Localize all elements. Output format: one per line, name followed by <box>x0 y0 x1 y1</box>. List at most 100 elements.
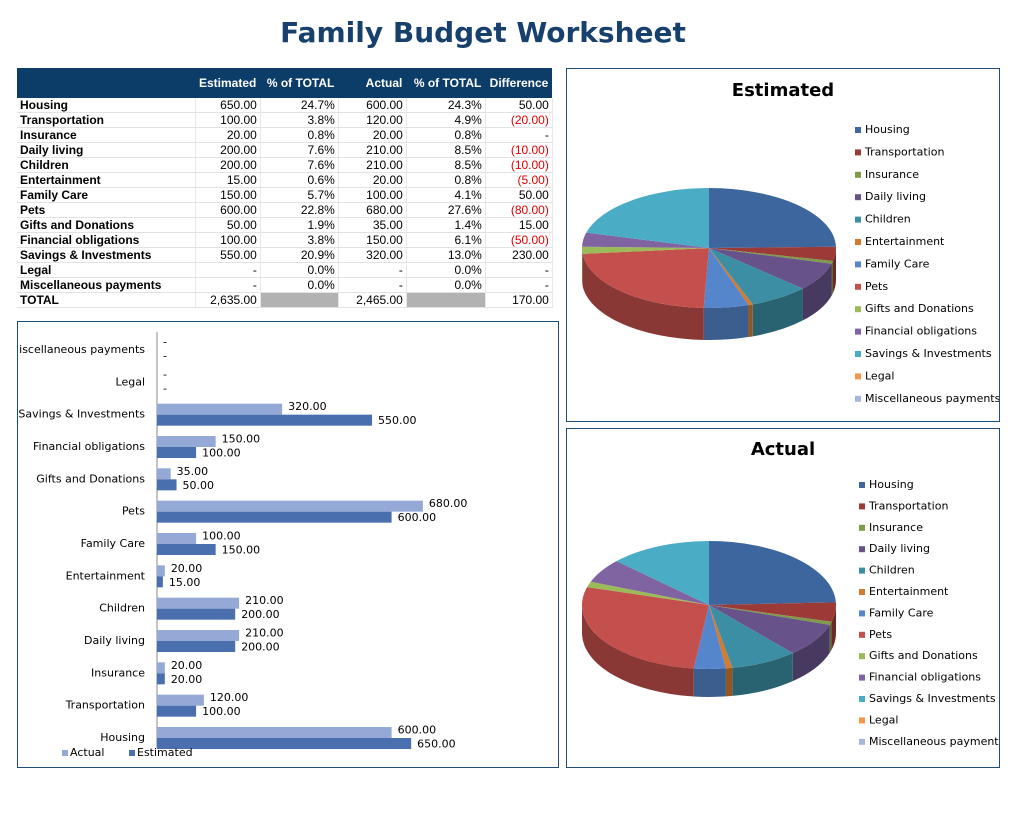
legend-swatch <box>859 738 865 745</box>
row-label: Transportation <box>17 112 196 128</box>
bar <box>157 436 216 447</box>
legend-label: Legal <box>865 369 894 382</box>
value-label: 50.00 <box>183 479 215 492</box>
slice-side <box>748 304 753 338</box>
cell: 3.8% <box>260 112 339 128</box>
category-label: Family Care <box>81 537 146 550</box>
cell: - <box>195 262 261 278</box>
cell: 210.00 <box>338 142 407 158</box>
pie-slice <box>590 561 709 605</box>
legend-label: Daily living <box>865 190 926 203</box>
row-label: Daily living <box>17 142 196 158</box>
value-label: 20.00 <box>171 673 203 686</box>
page-title: Family Budget Worksheet <box>280 16 686 49</box>
value-label: 100.00 <box>202 530 241 543</box>
legend-swatch <box>855 283 861 290</box>
chart-title: Estimated <box>732 80 834 101</box>
cell: 20.00 <box>338 172 407 188</box>
bar <box>157 511 392 523</box>
row-label: Entertainment <box>17 172 196 188</box>
value-label: 120.00 <box>210 691 249 704</box>
bar <box>157 447 197 458</box>
header-cell: % of TOTAL <box>406 68 486 98</box>
cell: (50.00) <box>485 232 553 248</box>
cell: 0.6% <box>260 172 339 188</box>
legend-swatch <box>855 239 861 245</box>
category-label: Daily living <box>84 634 145 647</box>
table-row: Daily living 200.00 7.6% 210.00 8.5% (10.00) <box>17 142 553 158</box>
category-label: Miscellaneous payments <box>17 343 145 356</box>
legend-label: Pets <box>869 628 892 641</box>
cell: (10.00) <box>485 142 553 158</box>
cell: 650.00 <box>195 98 261 113</box>
cell: 200.00 <box>195 142 261 158</box>
table-row: Financial obligations 100.00 3.8% 150.00 6.1… <box>17 232 553 248</box>
legend-swatch <box>855 306 861 313</box>
bar <box>157 500 423 512</box>
value-label: 210.00 <box>245 627 283 640</box>
pie-chart: Actual Housing Transportation Insurance Dail… <box>566 428 1000 768</box>
legend-swatch <box>855 171 861 178</box>
empty-cell <box>406 292 486 308</box>
legend-swatch <box>859 546 865 553</box>
cell: 0.0% <box>260 277 339 293</box>
cell: (20.00) <box>485 112 553 128</box>
bar <box>157 479 177 491</box>
pie-slice <box>709 248 803 305</box>
pie-slice <box>582 232 709 248</box>
cell: 15.00 <box>485 217 553 233</box>
value-label: - <box>163 350 167 363</box>
category-label: Gifts and Donations <box>36 472 145 485</box>
cell: 0.0% <box>406 277 486 293</box>
bar <box>157 705 197 717</box>
table-row: Miscellaneous payments -0.0% -0.0% - <box>17 277 553 293</box>
value-label: 15.00 <box>169 576 201 589</box>
cell: 120.00 <box>338 112 407 128</box>
legend-swatch <box>859 631 865 638</box>
table-row: Transportation 100.00 3.8% 120.00 4.9% (20.00… <box>17 112 553 128</box>
category-label: Entertainment <box>66 569 146 582</box>
bar <box>157 403 283 415</box>
table-row: Savings & Investments 550.00 20.9% 320.00 13… <box>17 247 553 263</box>
slice-side <box>732 653 793 696</box>
slice-side <box>829 621 832 653</box>
cell: 50.00 <box>485 187 553 203</box>
legend-swatch <box>859 696 865 702</box>
value-label: 550.00 <box>378 414 417 427</box>
legend-swatch <box>859 589 865 595</box>
cell: 0.0% <box>406 262 486 278</box>
bar <box>157 414 373 426</box>
legend-label: Housing <box>865 123 910 136</box>
pie-slice <box>616 541 709 605</box>
pie-slice <box>582 246 709 254</box>
table-row: Housing 650.00 24.7% 600.00 24.3% 50.00 <box>17 98 553 113</box>
cell: - <box>338 277 407 293</box>
cell: 2,465.00 <box>338 292 407 308</box>
cell: 210.00 <box>338 157 407 173</box>
row-label: Pets <box>17 202 196 218</box>
header-cell: Actual <box>338 68 407 98</box>
legend-label: Miscellaneous payments <box>869 735 1000 748</box>
cell: - <box>338 262 407 278</box>
pie-slice <box>709 248 834 264</box>
pie-slice <box>709 246 836 261</box>
cell: 20.9% <box>260 247 339 263</box>
pie-slice <box>586 188 709 248</box>
legend-label: Transportation <box>864 145 944 158</box>
table-row: Gifts and Donations 50.00 1.9% 35.00 1.4% 15.… <box>17 217 553 233</box>
legend-label: Entertainment <box>865 235 945 248</box>
chart-title: Actual <box>751 439 815 460</box>
table-row: Pets 600.00 22.8% 680.00 27.6% (80.00) <box>17 202 553 218</box>
legend-swatch <box>859 567 865 574</box>
row-label: Insurance <box>17 127 196 143</box>
cell: 320.00 <box>338 247 407 263</box>
legend-label: Savings & Investments <box>865 347 992 360</box>
cell: 24.3% <box>406 98 486 113</box>
legend-swatch <box>859 653 865 660</box>
slice-side <box>582 605 694 697</box>
bar <box>157 694 204 706</box>
value-label: 20.00 <box>171 562 203 575</box>
legend-swatch <box>855 149 861 156</box>
category-label: Transportation <box>65 699 145 712</box>
table-row: Family Care 150.00 5.7% 100.00 4.1% 50.00 <box>17 187 553 203</box>
